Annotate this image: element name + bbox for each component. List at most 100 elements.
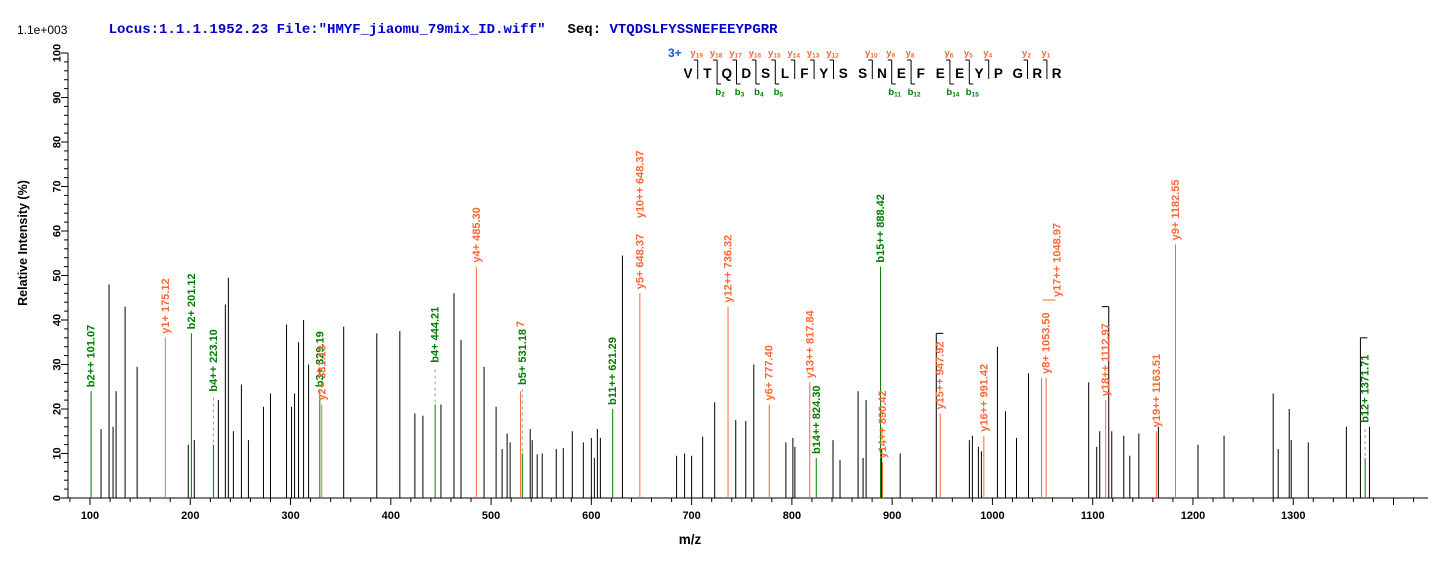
precursor-charge: 3+ [668,46,682,60]
fragment-ion-label: b15 [966,87,979,99]
seq-label: Seq: [567,22,602,38]
y-tick-label: 40 [52,314,64,326]
peak-label: b12+ 1371.71 [1360,355,1372,423]
y-axis-title: Relative Intensity (%) [16,180,30,306]
x-tick-label: 600 [582,510,600,522]
fragment-ion-label: y8 [906,48,915,60]
fragment-ion-label: b4 [754,87,764,99]
residue-letter: F [800,66,808,81]
y-tick-label: 90 [52,91,64,103]
y-tick-label: 70 [52,180,64,192]
peak-label: 7 [515,321,527,327]
fragment-ion-label: b3 [735,87,745,99]
residue-letter: D [741,66,751,81]
peaks [100,255,1370,498]
x-tick-label: 700 [682,510,700,522]
y-tick-label: 80 [52,136,64,148]
residue-letter: R [1052,66,1062,81]
residue-letter: R [1032,66,1042,81]
y-tick-label: 20 [52,403,64,415]
peak-label: b15++ 888.42 [875,194,887,263]
peak-label: b14++ 824.30 [811,385,823,454]
peak-label: b4++ 223.10 [208,329,220,391]
x-tick-label: 800 [783,510,801,522]
x-tick-label: 300 [281,510,299,522]
residue-letter: E [897,66,906,81]
peak-label: b11++ 621.29 [607,337,619,405]
peak-label: y14++ 890.42 [877,390,889,458]
x-tick-label: 100 [81,510,99,522]
peak-labels: b2++ 101.07 y1+ 175.12 b2+ 201.12 b4++ 223.… [86,150,1372,498]
fragment-ion-label: b5 [774,87,784,99]
peak-label: y1+ 175.12 [160,278,172,333]
fragment-ion-label: y13 [807,48,820,60]
fragment-ion-label: y1 [1041,48,1050,60]
residue-letter: L [781,66,789,81]
header-line: Locus:1.1.1.1952.23 File:"HMYF_jiaomu_79… [75,6,778,54]
fragment-ion-label: y16 [749,48,762,60]
x-tick-label: 500 [482,510,500,522]
peak-label: b5+ 531.18 [517,329,529,385]
fragment-ion-label: y18 [710,48,723,60]
fragment-ion-label: b14 [946,87,959,99]
fragment-ion-label: b11 [888,87,901,99]
residue-letter: Y [974,66,983,81]
x-tick-label: 400 [382,510,400,522]
x-tick-label: 1300 [1281,510,1305,522]
residue-letter: Q [722,66,733,81]
fragment-ion-label: y19 [690,48,703,60]
x-tick-label: 900 [883,510,901,522]
peak-label: y19++ 1163.51 [1151,354,1163,427]
x-tick-label: 200 [181,510,199,522]
residue-letter: V [683,66,692,81]
peak-label: y9+ 1182.55 [1170,179,1182,240]
fragment-ion-label: y10 [865,48,878,60]
peak-label: y4+ 485.30 [471,207,483,262]
peak-label: b3+ 329.19 [314,331,326,387]
residue-letter: S [761,66,770,81]
fragment-ion-label: y6 [944,48,953,60]
peak-label: y16++ 991.42 [978,364,990,432]
peak-label: y15++ 947.92 [935,342,947,410]
fragment-ion-label: b12 [908,87,921,99]
peak-label: y18++ 1112.97 [1100,323,1112,396]
y-tick-label: 50 [52,269,64,281]
fragment-ion-label: y2 [1022,48,1031,60]
fragment-ion-label: y14 [787,48,800,60]
residue-letter: N [877,66,887,81]
x-axis-title: m/z [679,532,702,547]
peak-label: b2++ 101.07 [86,325,98,387]
y-tick-label: 10 [52,447,64,459]
fragment-ion-label: b2 [715,87,725,99]
residue-letter: T [703,66,712,81]
residue-letter: S [858,66,867,81]
fragment-ion-label: y4 [983,48,992,60]
y-tick-label: 0 [52,495,64,501]
fragment-ion-label: y12 [826,48,839,60]
peak-label: y13++ 817.84 [804,310,816,379]
peptide-sequence-text: VTQDSLFYSSNEFEEYPGRR [609,22,778,38]
x-tick-label: 1200 [1181,510,1205,522]
fragment-ion-label: y15 [768,48,781,60]
y-tick-label: 100 [52,44,64,62]
peak-label: b2+ 201.12 [186,273,198,329]
peak-label: y8+ 1053.50 [1041,312,1053,373]
axes: 0 10 20 30 40 50 60 70 80 90 100 100 200 300 400 500 600… [52,44,1428,522]
peak-label: y17++ 1048.97 [1052,223,1064,297]
residue-letter: F [917,66,925,81]
peak-label: b4+ 444.21 [430,307,442,363]
fragment-ion-label: y17 [729,48,742,60]
residue-letter: S [839,66,848,81]
intensity-scale-label: 1.1e+003 [17,23,68,37]
x-tick-label: 1000 [980,510,1004,522]
residue-letter: G [1013,66,1024,81]
residue-letter: P [994,66,1003,81]
y-tick-label: 30 [52,358,64,370]
x-tick-label: 1100 [1081,510,1105,522]
residue-letter: Y [819,66,828,81]
locus-file-label: Locus:1.1.1.1952.23 File:"HMYF_jiaomu_79… [108,22,546,38]
residue-letter: E [955,66,964,81]
